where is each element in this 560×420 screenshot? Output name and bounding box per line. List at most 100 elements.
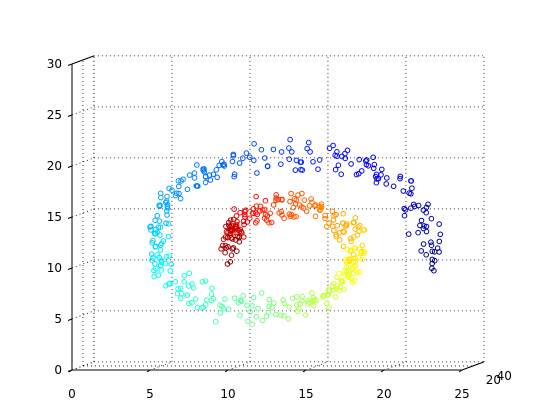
scatter-point [286, 145, 292, 151]
scatter-point [332, 166, 339, 173]
scatter-point [330, 217, 337, 223]
z-tick-mark [67, 267, 73, 270]
scatter-point [347, 256, 353, 263]
x-tick-label: 5 [146, 387, 154, 401]
scatter-point [429, 248, 436, 255]
scatter-point [358, 168, 365, 174]
scatter-point [273, 197, 279, 204]
scatter-point [311, 297, 318, 303]
scatter-point [331, 280, 337, 287]
scatter-point [397, 173, 404, 180]
scatter-point [148, 223, 154, 230]
scatter-point [408, 178, 414, 184]
scatter-point [281, 300, 288, 307]
scatter-point [423, 252, 430, 258]
scatter-point [225, 234, 231, 241]
scatter-point [224, 261, 231, 267]
scatter-point [397, 175, 403, 182]
scatter-point [336, 237, 343, 243]
scatter-point [406, 190, 413, 196]
scatter-point [390, 183, 397, 190]
scatter-point [150, 237, 156, 244]
scatter-point [348, 235, 354, 242]
scatter-point [354, 269, 360, 276]
scatter-point [299, 298, 305, 304]
scatter-point [353, 171, 360, 178]
scatter-point [285, 316, 292, 322]
scatter-point [352, 255, 359, 262]
scatter-point [245, 318, 251, 325]
scatter-point [158, 259, 165, 266]
scatter-point [208, 291, 215, 297]
scatter-point [228, 235, 234, 241]
scatter-point [351, 263, 357, 270]
x-tick-labels: 0 5 10 15 20 25 [68, 387, 469, 401]
scatter-point [350, 219, 357, 226]
scatter-point [384, 175, 390, 181]
scatter-point [218, 246, 224, 252]
scatter-point [270, 202, 277, 208]
scatter-point [342, 150, 348, 157]
scatter-point [326, 145, 333, 152]
scatter-point [158, 267, 165, 273]
scatter-point [163, 220, 169, 226]
scatter-point [292, 167, 299, 173]
scatter-point [280, 297, 287, 303]
scatter-point [166, 281, 172, 287]
scatter-point [254, 170, 260, 176]
scatter-point [157, 262, 164, 269]
scatter-point [409, 185, 415, 191]
z-tick-mark [67, 114, 73, 117]
scatter-point [233, 213, 240, 219]
scatter-point [295, 308, 301, 315]
scatter-point [428, 239, 434, 245]
scatter-point [307, 149, 313, 155]
scatter-point [250, 210, 256, 217]
scatter-point [273, 311, 279, 318]
scatter-point [325, 291, 332, 297]
scatter-point [332, 294, 339, 300]
scatter-point [227, 217, 234, 223]
scatter-point [293, 213, 299, 220]
scatter-point [267, 210, 274, 217]
scatter-point [322, 215, 328, 222]
scatter-point [289, 295, 296, 302]
z-tick-mark [67, 165, 73, 168]
scatter-point [200, 304, 206, 311]
scatter-point [176, 183, 182, 190]
scatter-point [201, 169, 208, 175]
scatter-point [167, 268, 174, 274]
scatter-point [331, 213, 337, 219]
scatter-point [300, 205, 307, 211]
z-tick-mark [67, 369, 73, 372]
scatter-point [304, 145, 311, 152]
scatter-point [286, 304, 292, 310]
scatter-point [278, 312, 284, 319]
z-tick-label: 5 [54, 312, 62, 326]
scatter-point [383, 181, 390, 187]
scatter-point [219, 158, 225, 165]
floor-gridline-x-5 [149, 361, 173, 371]
scatter-point [287, 136, 293, 143]
scatter-point [240, 155, 246, 161]
scatter-point [339, 220, 346, 226]
scatter-point [152, 217, 158, 224]
scatter-point [371, 161, 378, 168]
scatter-point [229, 158, 236, 165]
scatter-point [437, 231, 444, 238]
scatter-point [303, 208, 310, 215]
scatter-point [201, 166, 207, 172]
scatter-point [229, 228, 235, 235]
scatter-point [237, 297, 244, 304]
scatter-point [258, 146, 265, 153]
scatter-point [335, 162, 342, 168]
scatter-point [190, 285, 197, 291]
scatter-point [278, 161, 284, 167]
scatter-point [234, 248, 240, 254]
scatter-point [220, 236, 227, 243]
scatter-point [225, 244, 231, 250]
x-tick-mark [380, 369, 385, 373]
scatter-point [164, 201, 171, 208]
scatter-point [405, 231, 412, 237]
